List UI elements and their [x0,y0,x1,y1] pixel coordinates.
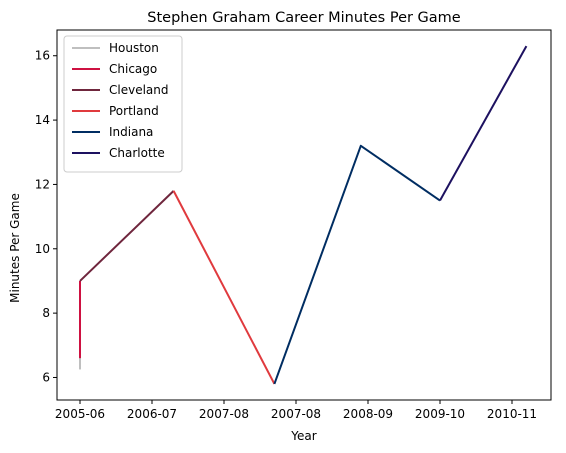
y-tick-label: 16 [35,49,50,63]
x-tick-label: 2007-08 [271,407,321,421]
x-tick-label: 2009-10 [415,407,465,421]
legend-label: Portland [109,104,159,118]
legend-label: Cleveland [109,83,169,97]
series-layer [79,45,528,385]
legend: Houston Chicago Cleveland Portland Indiana Ch… [63,35,183,173]
y-tick-label: 8 [42,306,50,320]
y-axis: 6 8 10 12 14 16 [35,49,57,384]
plot-frame [56,29,552,401]
x-tick-label: 2006-07 [127,407,177,421]
series-line-indiana [273,144,441,385]
y-tick-label: 12 [35,177,50,191]
legend-label: Indiana [109,125,153,139]
chart-title: Stephen Graham Career Minutes Per Game [147,10,461,26]
x-tick-label: 2005-06 [55,407,105,421]
series-line-portland [172,190,276,385]
x-tick-label: 2008-09 [343,407,393,421]
x-axis-label: Year [290,429,316,443]
legend-label: Houston [109,41,159,55]
y-tick-label: 14 [35,113,50,127]
x-tick-label: 2007-08 [199,407,249,421]
y-tick-label: 10 [35,242,50,256]
series-line-charlotte [439,45,528,202]
legend-label: Chicago [109,62,157,76]
x-axis: 2005-06 2006-07 2007-08 2007-08 2008-09 2009-… [55,400,537,421]
series-line-cleveland [79,190,175,282]
x-tick-label: 2010-11 [487,407,537,421]
legend-label: Charlotte [109,146,165,160]
y-axis-label: Minutes Per Game [8,193,22,303]
y-tick-label: 6 [42,370,50,384]
